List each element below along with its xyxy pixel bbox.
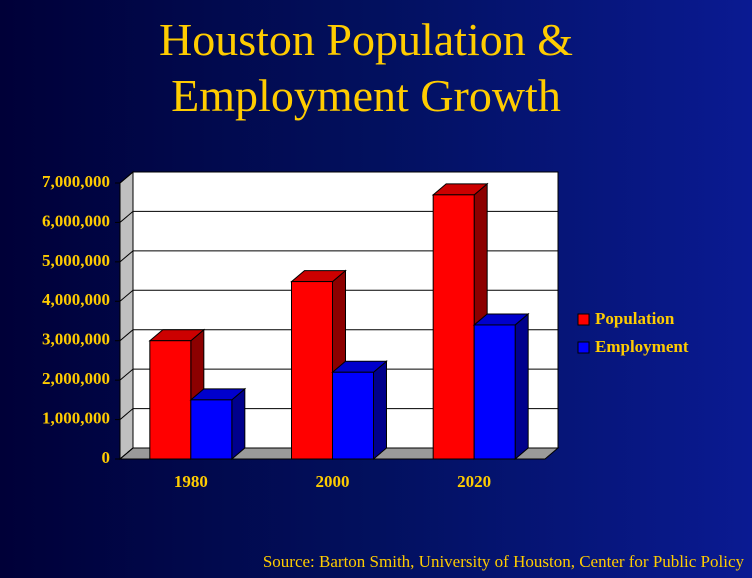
grid-line [119, 289, 134, 302]
x-tick-label: 2020 [457, 472, 491, 491]
grid-line [119, 211, 134, 223]
bar [149, 340, 192, 460]
grid-line [119, 408, 134, 420]
y-tick-label: 4,000,000 [42, 290, 110, 309]
legend-swatch [577, 341, 590, 354]
y-tick-label: 3,000,000 [42, 330, 110, 349]
side-wall [119, 170, 134, 461]
legend-swatch [577, 313, 590, 326]
bar [291, 281, 333, 460]
bar-side [514, 312, 529, 461]
y-tick-label: 2,000,000 [42, 369, 110, 388]
chart-title: Houston Population & Employment Growth [158, 14, 574, 121]
bar-side [231, 387, 246, 461]
source-note: Source: Barton Smith, University of Hous… [262, 552, 744, 571]
bar-side [373, 360, 387, 461]
y-tick-label: 1,000,000 [42, 408, 110, 427]
grid-line [119, 250, 134, 263]
y-tick-label: 7,000,000 [42, 172, 110, 191]
y-tick-label: 6,000,000 [42, 211, 110, 230]
grid-line [119, 329, 134, 342]
x-tick-label: 1980 [174, 472, 208, 491]
bar [432, 194, 475, 460]
y-tick-label: 5,000,000 [42, 251, 110, 270]
legend-label: Employment [595, 337, 689, 356]
y-tick-label: 0 [102, 448, 111, 467]
grid-line [119, 171, 134, 184]
grid-line [119, 447, 134, 460]
x-tick-label: 2000 [316, 472, 350, 491]
bar [190, 399, 233, 460]
bar [473, 324, 516, 460]
legend-label: Population [595, 309, 675, 328]
bar [332, 371, 374, 460]
grid-line [119, 368, 134, 381]
